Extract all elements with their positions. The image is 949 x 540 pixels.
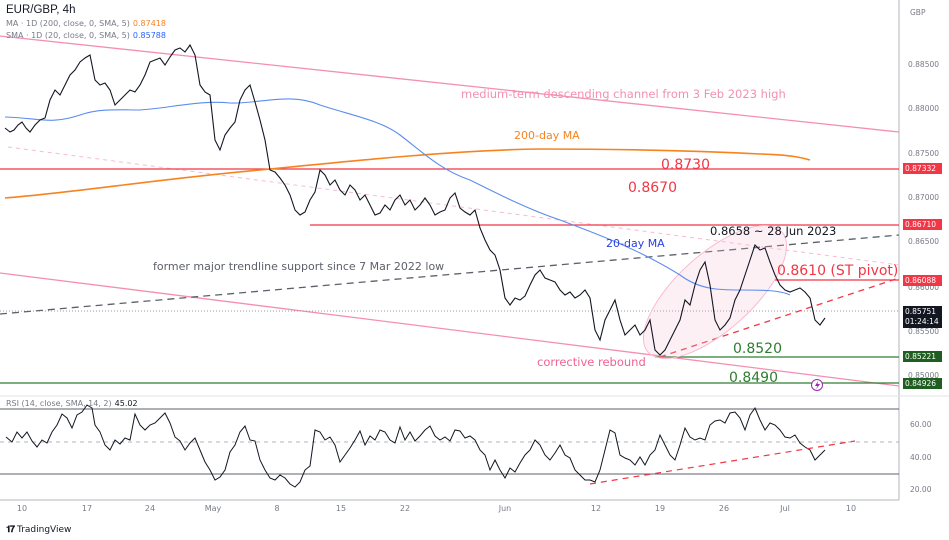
short-term-support-line: [659, 277, 900, 358]
price-tag-86710: 0.86710: [903, 219, 942, 230]
price-candles: [4, 43, 826, 356]
ma200-legend-label: MA · 1D (200, close, 0, SMA, 5): [6, 19, 130, 28]
time-tick: 12: [590, 504, 602, 513]
rsi-legend[interactable]: RSI (14, close, SMA, 14, 2) 45.02: [6, 399, 138, 408]
ma200-legend[interactable]: MA · 1D (200, close, 0, SMA, 5) 0.87418: [6, 19, 166, 28]
price-tick: 0.86000: [908, 283, 940, 292]
price-tag-86088: 0.86088: [903, 275, 942, 286]
time-tick: Jun: [498, 504, 512, 513]
time-tick: Jul: [780, 504, 790, 513]
ma200-legend-value: 0.87418: [132, 19, 166, 28]
channel-annotation: medium-term descending channel from 3 Fe…: [461, 87, 786, 101]
channel-mid-line: [7, 146, 900, 266]
channel-lower-line: [0, 272, 900, 387]
chart-legend: EUR/GBP, 4h MA · 1D (200, close, 0, SMA,…: [6, 4, 166, 40]
level-8730-annotation: 0.8730: [661, 157, 710, 173]
sma20-legend-value: 0.85788: [132, 31, 166, 40]
channel-upper-line: [0, 35, 900, 133]
price-tick: 0.87000: [908, 193, 940, 202]
time-tick: May: [204, 504, 222, 513]
time-tick: 24: [144, 504, 156, 513]
pivot-annotation: 0.8610 (ST pivot): [777, 263, 899, 279]
tradingview-logo[interactable]: 𝟏𝟕 TradingView: [6, 525, 71, 535]
time-tick: 8: [274, 504, 280, 513]
price-tick: 0.85000: [908, 371, 940, 380]
time-tick: 10: [845, 504, 857, 513]
ma200-line: [4, 148, 811, 199]
rsi-support-line: [589, 440, 856, 485]
time-tick: 15: [335, 504, 347, 513]
ma20-line: [4, 98, 791, 296]
rsi-tick: 60.00: [910, 420, 932, 429]
tradingview-logo-text: TradingView: [17, 525, 72, 535]
rsi-tick: 20.00: [910, 485, 932, 494]
high-annotation: 0.8658 ~ 28 Jun 2023: [710, 224, 837, 238]
symbol-title[interactable]: EUR/GBP, 4h: [6, 4, 76, 16]
price-tag-87332: 0.87332: [903, 163, 942, 174]
ma200-annotation: 200-day MA: [514, 129, 580, 142]
rsi-tick: 40.00: [910, 453, 932, 462]
time-tick: 10: [16, 504, 28, 513]
ma20-annotation: 20-day MA: [606, 237, 665, 250]
rsi-legend-label: RSI (14, close, SMA, 14, 2): [6, 399, 112, 408]
tradingview-logo-icon: 𝟏𝟕: [6, 525, 15, 535]
price-tag-current: 0.85751 01:24:14: [903, 306, 942, 328]
rebound-annotation: corrective rebound: [537, 355, 646, 369]
time-tick: 22: [399, 504, 411, 513]
price-tick: 0.85500: [908, 327, 940, 336]
rsi-line: [5, 404, 826, 488]
rsi-legend-value: 45.02: [114, 399, 138, 408]
former-trendline: [0, 234, 900, 315]
level-8490-annotation: 0.8490: [729, 370, 778, 386]
currency-label: GBP: [910, 8, 926, 17]
price-tick: 0.87500: [908, 149, 940, 158]
current-price-value: 0.85751: [905, 307, 937, 316]
trendline-annotation: former major trendline support since 7 M…: [153, 260, 445, 273]
time-tick: 19: [654, 504, 666, 513]
time-tick: 26: [718, 504, 730, 513]
sma20-legend-label: SMA · 1D (20, close, 0, SMA, 5): [6, 31, 130, 40]
level-8670-annotation: 0.8670: [628, 180, 677, 196]
price-tick: 0.86500: [908, 237, 940, 246]
price-tag-84926: 0.84926: [903, 378, 942, 389]
bar-countdown: 01:24:14: [905, 317, 939, 326]
price-tick: 0.88000: [908, 104, 940, 113]
price-tag-85221: 0.85221: [903, 351, 942, 362]
event-marker-icon[interactable]: [811, 379, 823, 391]
sma20-legend[interactable]: SMA · 1D (20, close, 0, SMA, 5) 0.85788: [6, 31, 166, 40]
level-8520-annotation: 0.8520: [733, 341, 782, 357]
price-tick: 0.88500: [908, 60, 940, 69]
time-tick: 17: [81, 504, 93, 513]
